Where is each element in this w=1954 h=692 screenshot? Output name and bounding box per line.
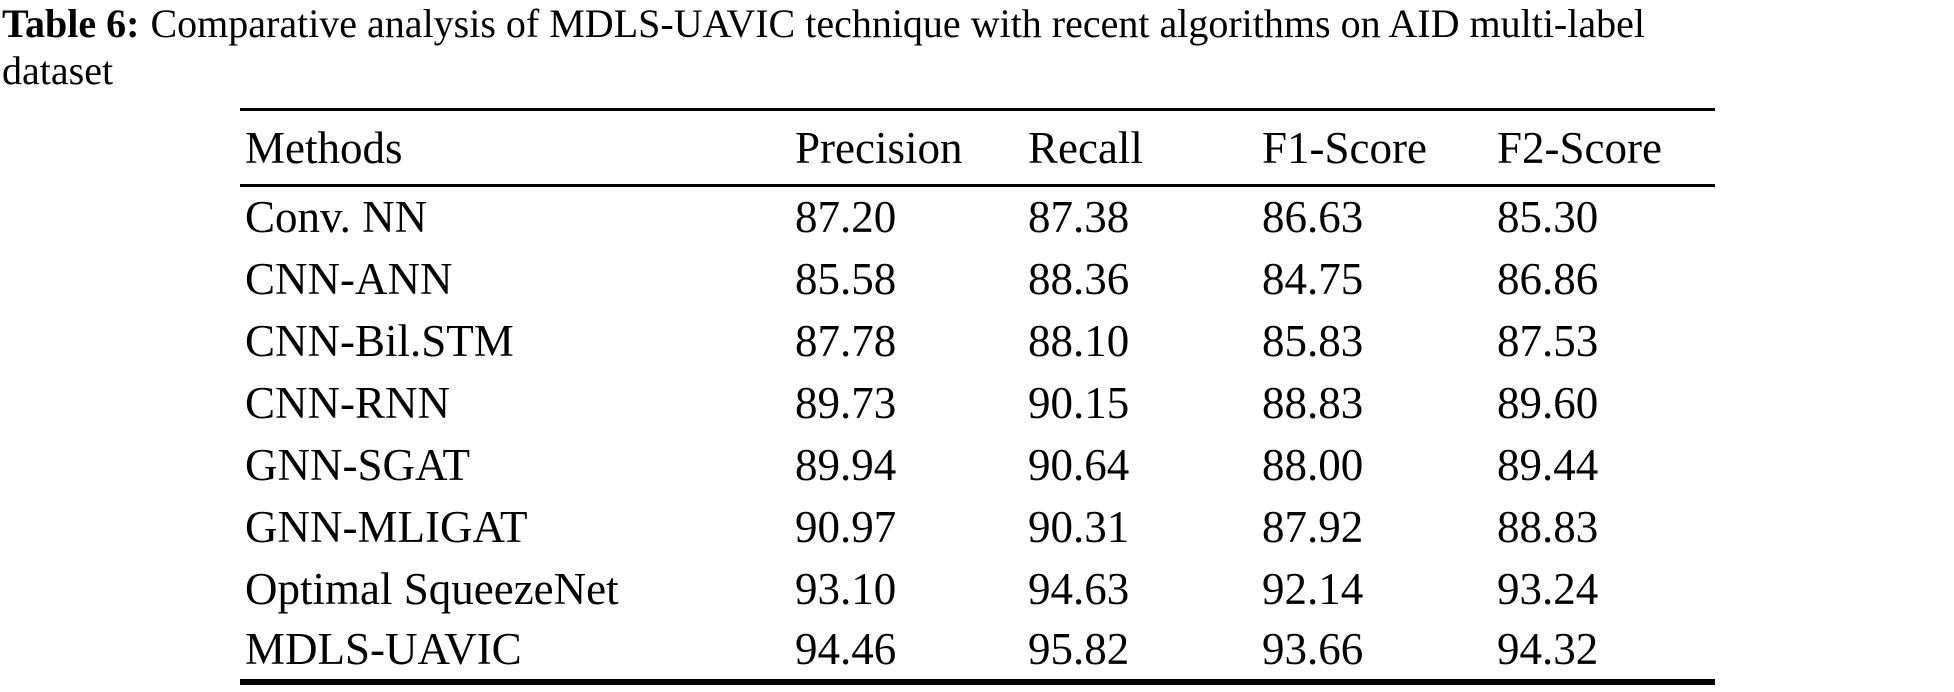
value-cell: 85.83: [1262, 315, 1364, 366]
caption-label: Table 6:: [2, 1, 140, 46]
table-row: GNN-MLIGAT 90.97 90.31 87.92 88.83: [240, 496, 1715, 558]
col-header-recall: Recall: [1028, 122, 1143, 173]
method-cell: MDLS-UAVIC: [245, 624, 522, 674]
method-cell: CNN-RNN: [245, 377, 451, 428]
col-header-methods: Methods: [245, 122, 403, 173]
value-cell: 85.30: [1497, 192, 1599, 243]
table-caption: Table 6: Comparative analysis of MDLS-UAV…: [2, 0, 1954, 94]
value-cell: 87.20: [795, 192, 897, 243]
table-row: MDLS-UAVIC 94.46 95.82 93.66 94.32: [240, 620, 1715, 682]
col-header-f1-score: F1-Score: [1262, 122, 1427, 173]
value-cell: 86.86: [1497, 253, 1599, 304]
table-row: Conv. NN 87.20 87.38 86.63 85.30: [240, 186, 1715, 248]
value-cell: 89.94: [795, 439, 897, 490]
value-cell: 93.10: [795, 563, 897, 614]
caption-line2: dataset: [2, 48, 114, 93]
value-cell: 88.10: [1028, 315, 1130, 366]
value-cell: 88.00: [1262, 439, 1364, 490]
value-cell: 87.53: [1497, 315, 1599, 366]
value-cell: 87.92: [1262, 501, 1364, 552]
col-header-f2-score: F2-Score: [1497, 122, 1662, 173]
value-cell: 93.66: [1262, 624, 1364, 674]
table-row: GNN-SGAT 89.94 90.64 88.00 89.44: [240, 434, 1715, 496]
value-cell: 84.75: [1262, 253, 1364, 304]
value-cell: 90.31: [1028, 501, 1130, 552]
value-cell: 88.83: [1497, 501, 1599, 552]
value-cell: 87.38: [1028, 192, 1130, 243]
value-cell: 90.97: [795, 501, 897, 552]
method-cell: GNN-MLIGAT: [245, 501, 528, 552]
table-row: CNN-RNN 89.73 90.15 88.83 89.60: [240, 372, 1715, 434]
value-cell: 94.46: [795, 624, 897, 674]
results-table: Methods Precision Recall F1-Score F2-Sco…: [240, 108, 1715, 685]
value-cell: 93.24: [1497, 563, 1599, 614]
value-cell: 87.78: [795, 315, 897, 366]
table-row: CNN-ANN 85.58 88.36 84.75 86.86: [240, 248, 1715, 310]
value-cell: 89.44: [1497, 439, 1599, 490]
value-cell: 85.58: [795, 253, 897, 304]
value-cell: 89.60: [1497, 377, 1599, 428]
table-body: Conv. NN 87.20 87.38 86.63 85.30 CNN-ANN 85.58…: [240, 186, 1715, 682]
method-cell: GNN-SGAT: [245, 439, 470, 490]
value-cell: 95.82: [1028, 624, 1130, 674]
table-row: CNN-Bil.STM 87.78 88.10 85.83 87.53: [240, 310, 1715, 372]
method-cell: Optimal SqueezeNet: [245, 563, 619, 614]
value-cell: 92.14: [1262, 563, 1364, 614]
col-header-precision: Precision: [795, 122, 963, 173]
method-cell: CNN-Bil.STM: [245, 315, 514, 366]
value-cell: 90.64: [1028, 439, 1130, 490]
value-cell: 89.73: [795, 377, 897, 428]
table-row: Optimal SqueezeNet 93.10 94.63 92.14 93.24: [240, 558, 1715, 620]
method-cell: CNN-ANN: [245, 253, 453, 304]
value-cell: 88.36: [1028, 253, 1130, 304]
method-cell: Conv. NN: [245, 192, 428, 243]
value-cell: 86.63: [1262, 192, 1364, 243]
value-cell: 94.32: [1497, 624, 1599, 674]
value-cell: 90.15: [1028, 377, 1130, 428]
caption-line1: Comparative analysis of MDLS-UAVIC techn…: [150, 1, 1645, 46]
header-row: Methods Precision Recall F1-Score F2-Sco…: [240, 110, 1715, 186]
value-cell: 88.83: [1262, 377, 1364, 428]
value-cell: 94.63: [1028, 563, 1130, 614]
